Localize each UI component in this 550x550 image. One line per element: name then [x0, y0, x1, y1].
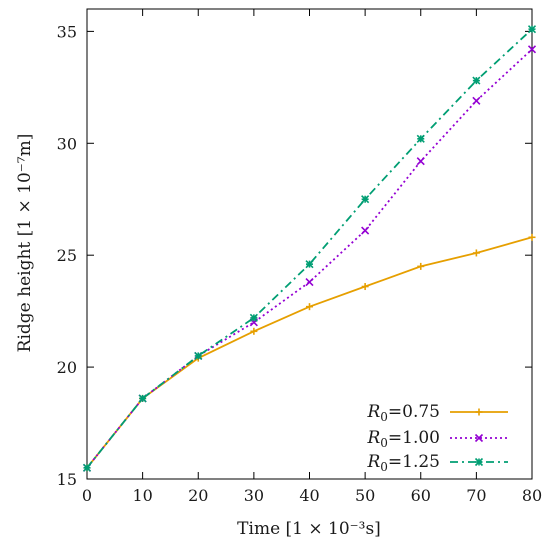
plot-area: 0 10 20 30 40 50 60 70 80 15 20 25 30 35 — [57, 8, 542, 505]
legend-label-2: R0=1.25 — [366, 452, 440, 474]
data-point-s0-4 — [306, 303, 313, 311]
x-tick-label: 40 — [299, 486, 319, 505]
x-tick-label: 50 — [355, 486, 375, 505]
data-point-s0-6 — [417, 262, 425, 270]
data-point-s1-8 — [527, 45, 537, 54]
x-tick-label: 70 — [466, 486, 486, 505]
legend-label-0: R0=0.75 — [366, 402, 440, 424]
data-point-s2-6 — [416, 134, 425, 143]
data-point-s0-8 — [528, 233, 536, 241]
series-line-2 — [86, 28, 533, 469]
x-tick-label: 10 — [132, 486, 152, 505]
legend-marker-0 — [475, 408, 483, 416]
x-tick-label: 20 — [188, 486, 208, 505]
data-point-s0-5 — [361, 283, 369, 291]
x-axis-label: Time [1 × 10⁻³s] — [237, 519, 381, 539]
data-point-s1-7 — [472, 96, 481, 105]
y-axis-label: Ridge height [1 × 10⁻⁷m] — [15, 134, 35, 353]
data-point-s2-2 — [194, 351, 203, 360]
data-point-s0-3 — [250, 327, 258, 335]
series-line-1 — [86, 48, 533, 469]
legend-label-1: R0=1.00 — [366, 428, 440, 450]
legend-marker-1 — [474, 433, 484, 443]
data-point-s2-0 — [82, 463, 92, 472]
x-tick-label: 60 — [411, 486, 431, 505]
x-tick-label: 30 — [244, 486, 264, 505]
x-tick-label: 0 — [82, 486, 92, 505]
data-point-s2-1 — [138, 394, 147, 403]
data-point-s2-8 — [527, 25, 537, 34]
data-point-s1-6 — [416, 157, 425, 166]
series-line-0 — [86, 236, 533, 469]
data-point-s2-4 — [305, 260, 314, 269]
y-tick-label: 15 — [57, 470, 77, 489]
data-point-s0-7 — [472, 249, 480, 257]
y-tick-label: 30 — [57, 134, 77, 153]
data-point-s2-7 — [472, 76, 481, 85]
data-point-s2-3 — [249, 313, 258, 322]
plot-frame — [86, 8, 533, 480]
data-point-s1-5 — [361, 226, 370, 235]
y-tick-label: 35 — [57, 22, 77, 41]
y-tick-label: 25 — [57, 246, 77, 265]
legend-marker-2 — [474, 457, 484, 467]
data-point-s1-4 — [305, 277, 314, 287]
data-point-s2-5 — [361, 195, 370, 204]
x-tick-label: 80 — [522, 486, 542, 505]
y-tick-label: 20 — [57, 358, 77, 377]
